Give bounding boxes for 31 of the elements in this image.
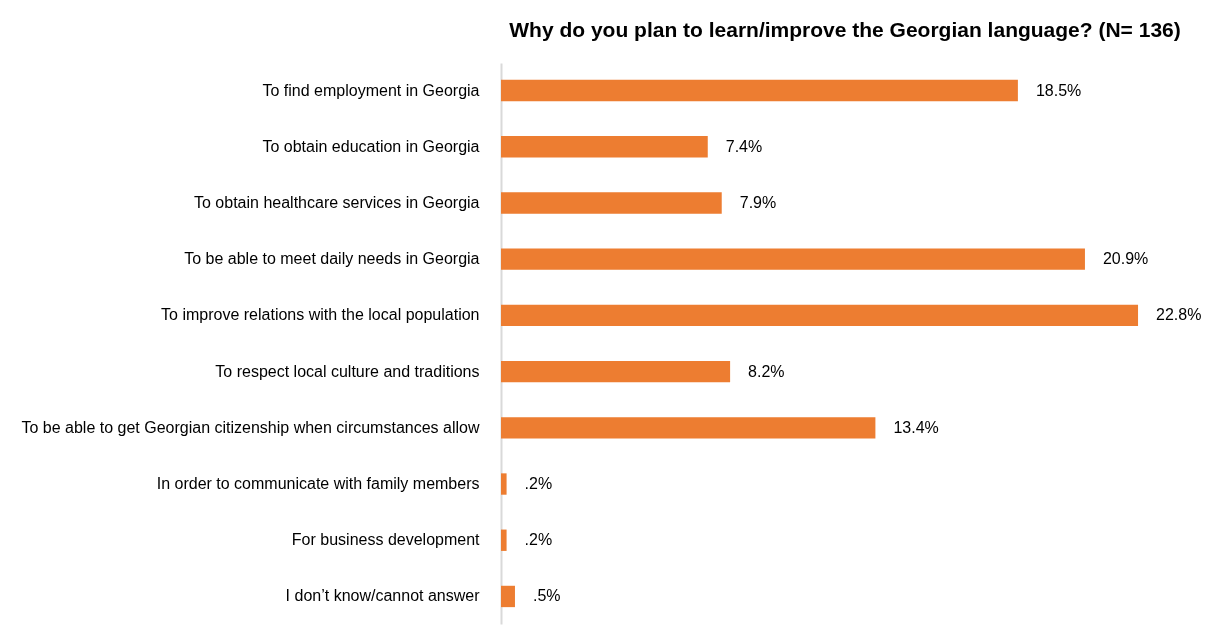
y-tick-label: To be able to meet daily needs in Georgia (184, 250, 480, 268)
data-label: 18.5% (1035, 81, 1082, 99)
data-label: 13.4% (893, 418, 939, 436)
y-tick-label: I don’t know/cannot answer (285, 587, 481, 605)
bar (501, 79, 1018, 102)
data-label: 8.2% (748, 362, 785, 380)
y-tick-label: In order to communicate with family members (156, 475, 480, 493)
y-tick-label: To obtain education in Georgia (262, 137, 480, 155)
y-tick-label: To improve relations with the local population (161, 306, 480, 324)
bar (501, 473, 507, 495)
bar (501, 304, 1139, 327)
y-tick-label: To be able to get Georgian citizenship when circumstances allow (21, 418, 480, 436)
bar (501, 529, 507, 551)
y-tick-label: To find employment in Georgia (262, 81, 480, 99)
y-tick-label: To obtain healthcare services in Georgia (194, 193, 480, 211)
bar (501, 248, 1085, 270)
data-label: .2% (524, 475, 553, 493)
data-label: 7.9% (739, 193, 777, 211)
data-label: 7.4% (725, 137, 763, 155)
bar (501, 360, 731, 383)
chart-title: Why do you plan to learn/improve the Georgian language? (N= 136) (509, 18, 1181, 41)
data-label: .5% (532, 587, 561, 605)
y-tick-label: For business development (291, 531, 481, 549)
bar (501, 192, 722, 214)
bar (501, 136, 708, 158)
data-label: .2% (524, 531, 553, 549)
data-label: 20.9% (1102, 250, 1149, 268)
data-label: 22.8% (1156, 306, 1202, 324)
y-tick-label: To respect local culture and traditions (215, 362, 480, 380)
bar (501, 585, 515, 608)
bar (501, 417, 876, 439)
